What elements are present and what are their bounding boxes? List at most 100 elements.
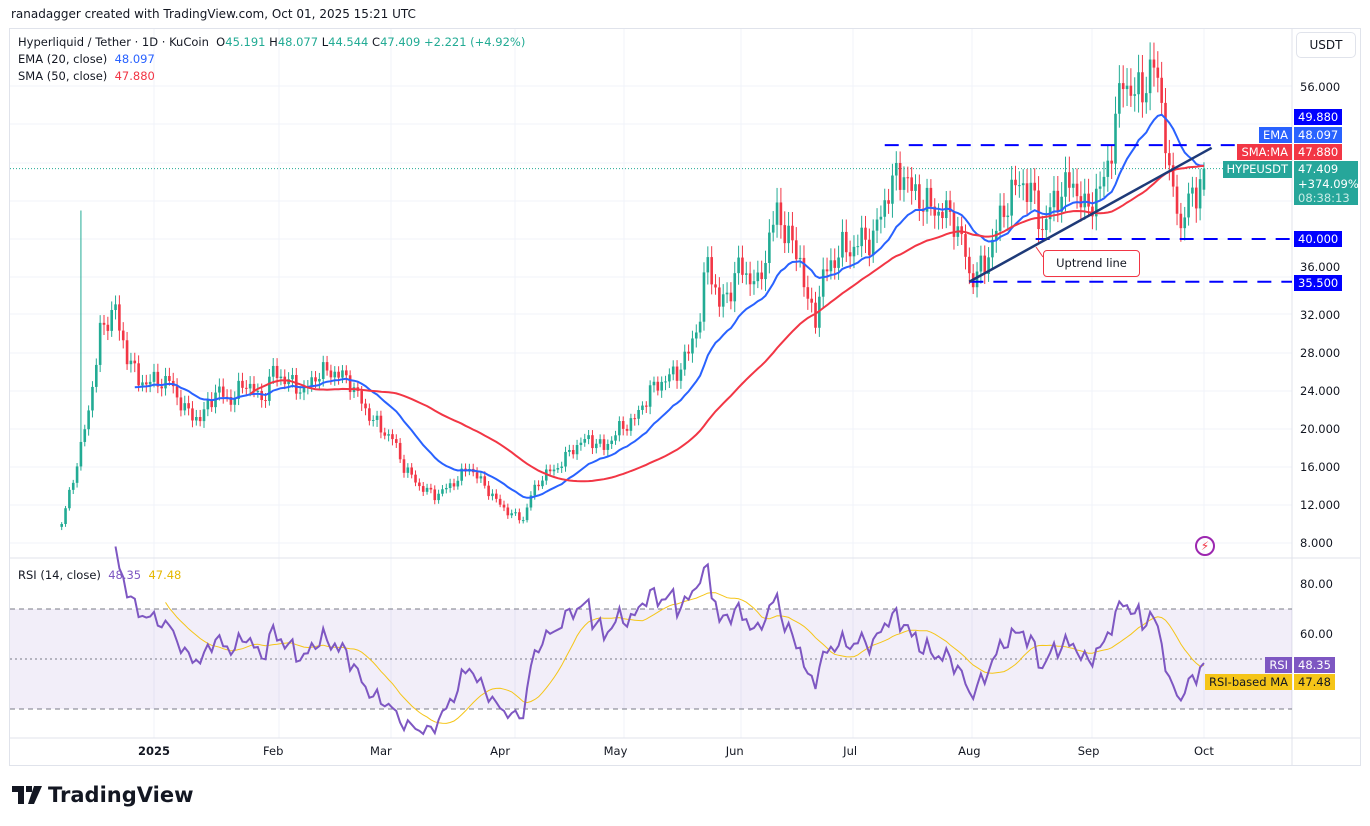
candle-body <box>721 294 725 307</box>
ema-legend[interactable]: EMA (20, close) 48.097 <box>18 52 155 66</box>
candle-body <box>602 439 606 450</box>
candle-body <box>1121 83 1125 90</box>
sma-legend[interactable]: SMA (50, close) 47.880 <box>18 69 155 83</box>
candle-body <box>1018 185 1021 187</box>
price-tick-label: 20.000 <box>1300 422 1340 436</box>
candle-body <box>460 468 463 481</box>
candle-body <box>979 255 983 272</box>
candle-body <box>810 298 813 303</box>
candle-body <box>718 287 721 307</box>
candle-body <box>918 184 921 209</box>
candle-body <box>1068 172 1071 188</box>
time-tick-label: Sep <box>1078 744 1100 758</box>
candle-body <box>175 386 179 398</box>
tradingview-logo[interactable]: TradingView <box>12 783 193 807</box>
candle-body <box>1060 196 1063 212</box>
candle-body <box>1125 85 1129 90</box>
candle-body <box>241 380 244 388</box>
candle-body <box>1052 190 1056 208</box>
percent-change: +374.09% <box>1298 176 1359 191</box>
candle-body <box>548 469 552 472</box>
candle-body <box>1010 179 1013 216</box>
candle-body <box>429 487 433 490</box>
candle-body <box>252 383 256 392</box>
candle-body <box>1133 94 1137 96</box>
candle-body <box>648 385 652 407</box>
candle-body <box>868 239 871 256</box>
candle-body <box>641 405 644 410</box>
candle-body <box>1202 168 1206 190</box>
candle-body <box>437 493 440 501</box>
time-tick-label: Apr <box>490 744 510 758</box>
candle-body <box>1075 183 1079 197</box>
candle-body <box>295 374 298 394</box>
candle-body <box>475 472 479 479</box>
candle-body <box>1179 213 1183 229</box>
candle-body <box>1083 193 1087 208</box>
candle-body <box>1064 172 1067 197</box>
bar-countdown: 08:38:13 <box>1298 191 1350 205</box>
candle-body <box>448 483 452 488</box>
candle-body <box>110 309 113 331</box>
rsi-legend[interactable]: RSI (14, close) 48.35 47.48 <box>18 568 181 582</box>
candle-body <box>525 507 529 521</box>
candle-body <box>841 231 844 258</box>
candle-body <box>444 487 448 490</box>
candle-body <box>852 246 856 257</box>
candle-body <box>371 419 375 421</box>
candle-body <box>487 485 490 497</box>
uptrend-line-annotation[interactable]: Uptrend line <box>1043 250 1140 277</box>
candle-body <box>1191 187 1194 194</box>
candle-body <box>491 493 494 497</box>
candle-body <box>1002 205 1006 218</box>
candle-body <box>1106 160 1110 177</box>
lightning-icon[interactable]: ⚡ <box>1195 536 1215 556</box>
candle-body <box>498 498 502 505</box>
candle-body <box>141 382 144 386</box>
candle-body <box>579 442 583 446</box>
candle-body <box>456 480 460 487</box>
symbol-name[interactable]: Hyperliquid / Tether · 1D · KuCoin <box>18 35 209 49</box>
candle-body <box>779 202 783 226</box>
candle-body <box>925 187 929 212</box>
symbol-legend: Hyperliquid / Tether · 1D · KuCoin O45.1… <box>18 35 526 49</box>
candle-body <box>118 304 121 331</box>
candle-body <box>737 257 740 274</box>
symbol-tag: HYPEUSDT <box>1222 161 1292 178</box>
candle-body <box>1071 183 1075 188</box>
candle-body <box>291 374 294 380</box>
currency-button[interactable]: USDT <box>1296 32 1356 58</box>
candle-body <box>64 508 67 524</box>
candle-body <box>260 390 263 401</box>
candle-body <box>1029 182 1033 202</box>
candle-body <box>1183 217 1187 229</box>
candle-body <box>1056 190 1060 212</box>
rsi-value-tag: 48.35 <box>1294 657 1335 673</box>
candle-body <box>614 435 617 441</box>
candle-body <box>1087 193 1090 207</box>
rsi-value: 48.35 <box>108 568 142 582</box>
candle-body <box>771 224 775 233</box>
candle-body <box>391 434 394 440</box>
candle-body <box>664 381 667 383</box>
candle-body <box>560 466 563 469</box>
candle-body <box>75 466 79 483</box>
candle-body <box>794 240 798 260</box>
sma-50-line <box>249 164 1205 483</box>
candle-body <box>95 364 98 387</box>
candle-body <box>660 381 663 391</box>
candle-body <box>875 219 879 231</box>
candle-body <box>998 205 1002 231</box>
candle-body <box>302 386 306 393</box>
candle-body <box>833 260 837 268</box>
candle-body <box>195 417 198 421</box>
candle-body <box>894 162 898 176</box>
price-tick-label: 32.000 <box>1300 308 1340 322</box>
candle-body <box>298 392 302 394</box>
candle-body <box>368 408 371 421</box>
sma-label: SMA (50, close) <box>18 69 108 83</box>
candle-body <box>1144 93 1148 103</box>
candle-body <box>321 362 325 379</box>
candle-body <box>621 421 625 429</box>
